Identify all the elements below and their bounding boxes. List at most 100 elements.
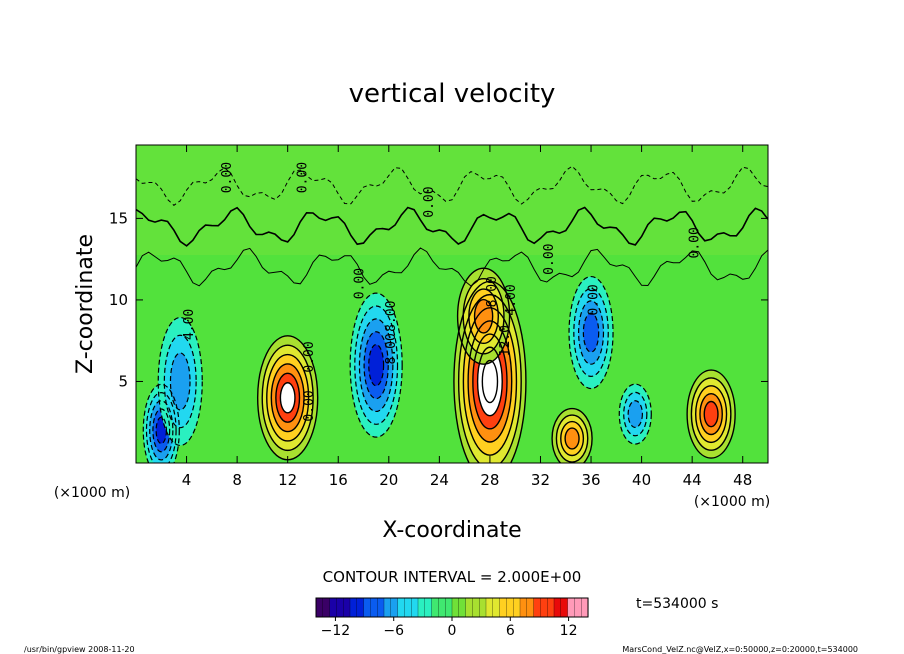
colorbar-segment [349, 597, 358, 618]
contour-label: 0.00 [422, 186, 437, 217]
contour-line [555, 414, 589, 463]
colorbar-segment [329, 597, 337, 618]
contour-line [703, 400, 719, 428]
heatmap-cell [280, 382, 295, 413]
y-axis-label: Z-coordinate [73, 234, 98, 374]
colorbar-segment [553, 597, 562, 618]
contour-line [456, 267, 511, 365]
contour-line [551, 407, 593, 463]
y-tick-label: 15 [109, 209, 128, 227]
colorbar-segment [479, 597, 487, 618]
contour-line [564, 427, 580, 450]
contour-line [358, 318, 394, 413]
contour-line [457, 293, 522, 463]
colorbar [315, 597, 589, 618]
x-tick-label: 32 [531, 471, 550, 489]
colorbar-segment [363, 597, 371, 618]
colorbar-segment [492, 597, 501, 618]
contour-line [136, 247, 768, 287]
y-tick-label: 10 [109, 291, 128, 309]
time-label: t=534000 s [636, 596, 718, 612]
contour-line [142, 383, 180, 463]
colorbar-segment [397, 597, 405, 618]
x-tick-label: 16 [329, 471, 348, 489]
colorbar-segment [370, 597, 378, 618]
plot-frame [135, 144, 769, 464]
colorbar-segment [438, 597, 446, 618]
heatmap-cell [482, 360, 498, 403]
colorbar-segment [581, 597, 589, 618]
x-tick-label: 28 [480, 471, 499, 489]
colorbar-segment [445, 597, 453, 618]
x-tick-label: 24 [430, 471, 449, 489]
footer-right: MarsCond_VelZ.nc@VelZ,x=0:50000,z=0:2000… [622, 645, 858, 654]
contour-label: 8.00 [485, 276, 500, 307]
contour-line [163, 334, 197, 429]
colorbar-segment [343, 597, 351, 618]
contour-line [694, 385, 728, 444]
contour-line [149, 400, 174, 461]
contour-line [152, 408, 171, 453]
colorbar-segment [336, 597, 344, 618]
contour-line [462, 307, 518, 456]
contour-line [368, 343, 385, 387]
x-tick-label: 44 [683, 471, 702, 489]
colorbar-segment [424, 597, 433, 618]
contour-line [578, 300, 605, 365]
heatmap-cell [565, 428, 580, 449]
contour-label: 0.00 [353, 268, 368, 299]
colorbar-segment [451, 597, 460, 618]
contour-line [261, 344, 314, 452]
heatmap-cell [368, 344, 384, 386]
colorbar-segment [574, 597, 582, 618]
contour-line [155, 416, 168, 445]
x-tick-label: 4 [182, 471, 192, 489]
x-tick-label: 48 [733, 471, 752, 489]
contour-label: 0.00 [302, 341, 317, 372]
x-tick-label: 20 [379, 471, 398, 489]
contour-label: 0.00 [586, 284, 601, 315]
colorbar-segment [485, 597, 494, 618]
colorbar-segment [513, 597, 521, 618]
footer-left: /usr/bin/gpview 2008-11-20 [24, 645, 135, 654]
contour-line [623, 391, 648, 437]
contour-line [582, 312, 600, 353]
colorbar-segment [383, 597, 392, 618]
contour-line [136, 165, 768, 206]
colorbar-segment [472, 597, 480, 618]
contour-line [157, 316, 203, 447]
contour-line [279, 382, 296, 414]
y-axis-ticks: 5 10 15 [109, 209, 768, 390]
colorbar-segment [506, 597, 514, 618]
contour-line [573, 288, 609, 377]
colorbar-segment [390, 597, 399, 618]
contour-label: 12.0 [498, 325, 513, 356]
contour-line [467, 320, 513, 443]
colorbar-tick-label: 0 [448, 623, 457, 639]
x-tick-label: 36 [581, 471, 600, 489]
heatmap-cell [170, 353, 191, 410]
colorbar-segment [547, 597, 555, 618]
contour-label: 0.00 [302, 390, 317, 421]
colorbar-segment [411, 597, 419, 618]
contour-line [627, 400, 643, 429]
contour-line [481, 359, 499, 404]
heatmap-cell [583, 313, 599, 353]
contour-line [618, 383, 652, 445]
contour-line [699, 392, 723, 436]
colorbar-segment [499, 597, 507, 618]
contour-line [270, 363, 305, 433]
colorbar-segment [458, 597, 467, 618]
contour-line [462, 277, 505, 355]
contour-line [349, 292, 403, 438]
contour-line [266, 353, 310, 442]
colorbar-segment [567, 597, 575, 618]
contour-label: 4.00 [504, 284, 519, 315]
colorbar-segment [465, 597, 473, 618]
contour-label: 0.00 [687, 227, 702, 258]
contour-line [473, 298, 494, 334]
colorbar-segment [322, 597, 331, 618]
contour-line [560, 420, 585, 457]
colorbar-tick-label: 6 [506, 623, 515, 639]
